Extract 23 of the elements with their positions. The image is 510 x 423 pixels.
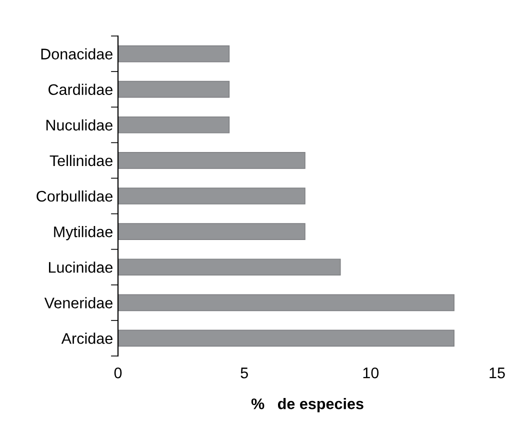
x-axis-title: % de especies bbox=[251, 398, 364, 412]
bar bbox=[118, 45, 230, 62]
bar bbox=[118, 80, 230, 98]
bar bbox=[118, 152, 306, 169]
y-tick-label: Corbullidae bbox=[36, 190, 112, 202]
y-tick-label: Nuculidae bbox=[46, 119, 112, 131]
x-tick-label: 0 bbox=[114, 368, 122, 378]
bar bbox=[118, 188, 306, 204]
bar bbox=[118, 258, 341, 276]
x-tick-label: 5 bbox=[240, 368, 248, 378]
y-tick-label: Cardiidae bbox=[48, 84, 112, 96]
bar bbox=[118, 223, 306, 240]
y-tick-label: Donacidae bbox=[41, 48, 112, 60]
y-tick-label: Lucinidae bbox=[48, 262, 112, 273]
x-tick-label: 10 bbox=[363, 368, 379, 378]
y-tick-label: Tellinidae bbox=[50, 154, 112, 166]
bar bbox=[118, 116, 230, 134]
x-tick-label: 15 bbox=[490, 368, 505, 378]
bar bbox=[118, 330, 454, 347]
y-tick-label: Arcidae bbox=[61, 332, 112, 344]
y-tick-label: Mytilidae bbox=[54, 226, 112, 240]
bar bbox=[118, 294, 454, 312]
y-tick-label: Veneridae bbox=[44, 297, 112, 308]
